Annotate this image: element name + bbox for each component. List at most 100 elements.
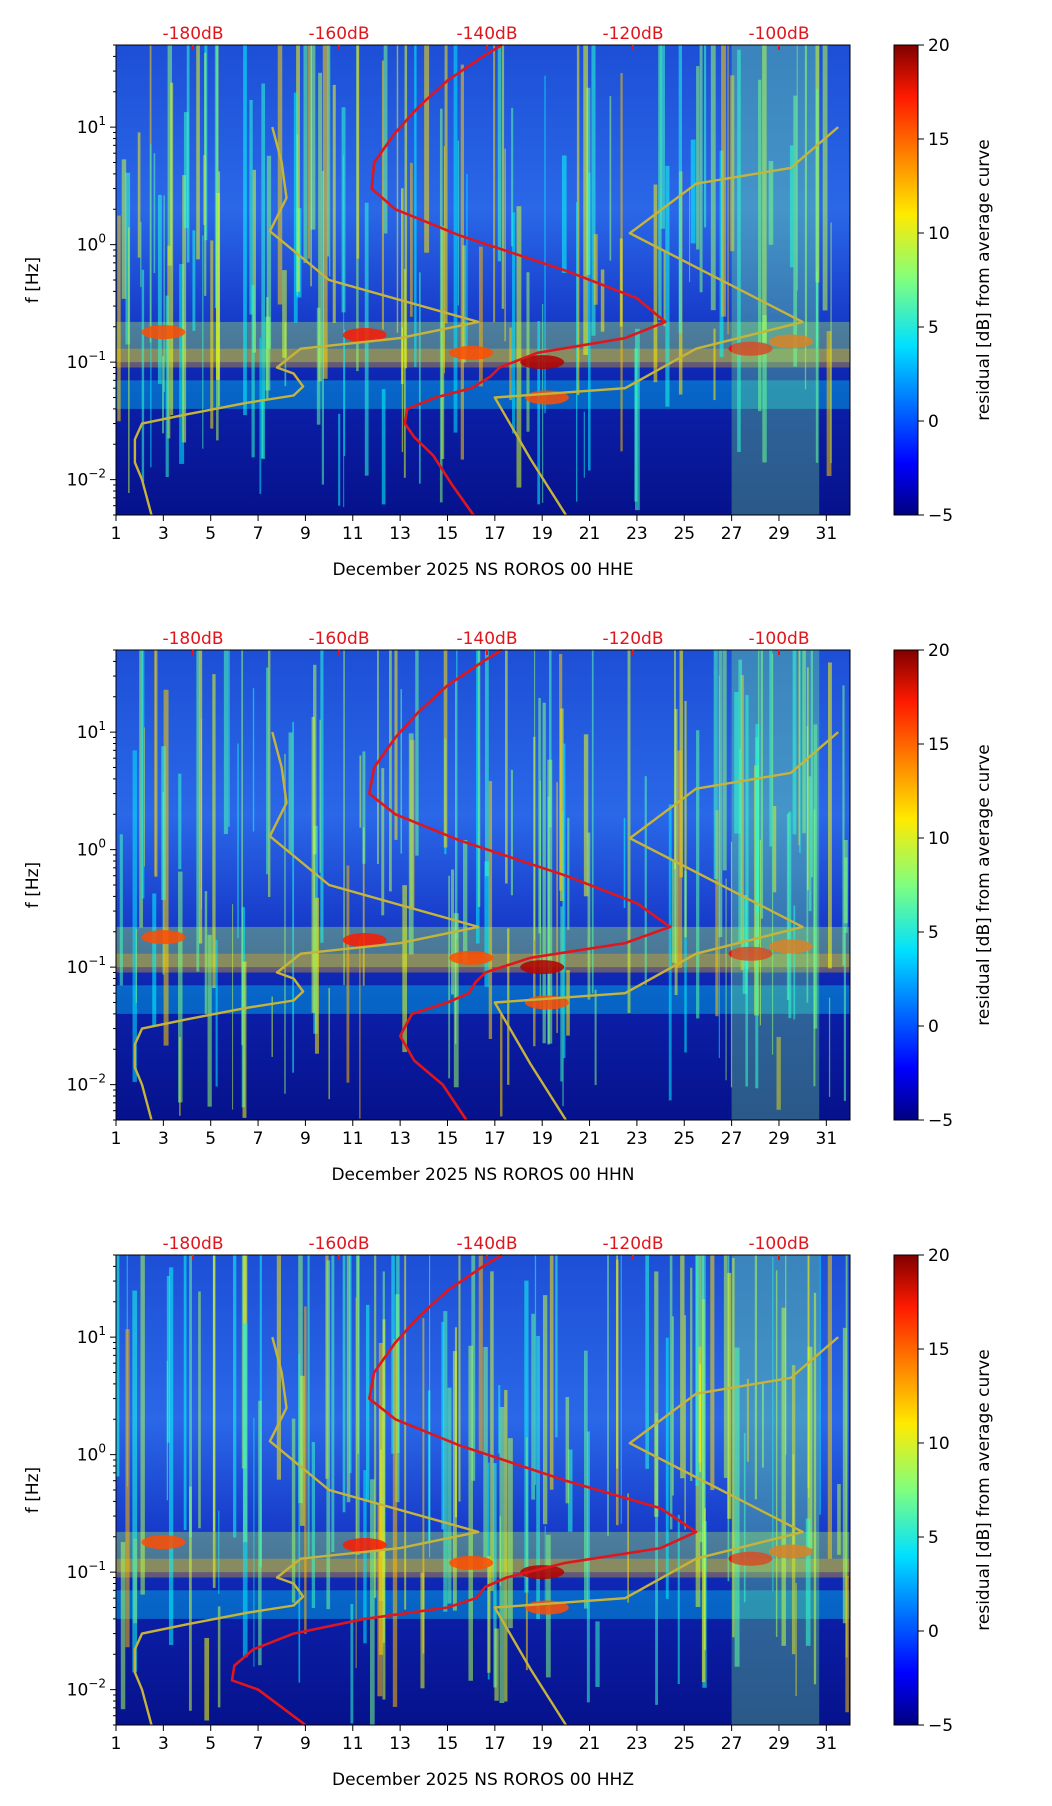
heatmap-streak bbox=[556, 782, 558, 1033]
heatmap-streak bbox=[478, 246, 483, 387]
heatmap-streak bbox=[343, 650, 345, 986]
heatmap-streak bbox=[453, 45, 458, 433]
heatmap-streak bbox=[499, 1406, 505, 1704]
heatmap-streak bbox=[288, 732, 293, 853]
x-axis-label-hhn: December 2025 NS ROROS 00 HHN bbox=[331, 1165, 634, 1185]
y-tick-exponent: −1 bbox=[88, 1559, 106, 1573]
heatmap-streak bbox=[591, 45, 596, 336]
heatmap-streak bbox=[125, 1329, 130, 1648]
heatmap-streak bbox=[587, 172, 591, 471]
x-tick-label: 19 bbox=[531, 1129, 553, 1149]
heatmap-streak bbox=[178, 871, 183, 1103]
heatmap-streak bbox=[178, 773, 182, 870]
heatmap-streak bbox=[167, 245, 171, 439]
x-tick-label: 25 bbox=[673, 1129, 695, 1149]
average-psd-curve bbox=[368, 648, 672, 1121]
heatmap-streak bbox=[689, 189, 691, 282]
x-tick-label: 31 bbox=[816, 1734, 838, 1754]
heatmap-streak bbox=[583, 1350, 588, 1609]
x-tick-label: 13 bbox=[389, 524, 411, 544]
heatmap-streak bbox=[493, 45, 496, 323]
y-tick-base: 10 bbox=[67, 353, 89, 373]
heatmap-streak bbox=[560, 906, 563, 1082]
x-tick-label: 17 bbox=[484, 524, 506, 544]
heatmap-streak bbox=[762, 45, 767, 343]
heatmap-streak bbox=[620, 1255, 622, 1524]
heatmap-streak bbox=[141, 650, 145, 899]
heatmap-streak bbox=[497, 45, 502, 262]
heatmap-streak bbox=[456, 650, 458, 940]
heatmap-hotspot bbox=[449, 345, 494, 360]
heatmap-streak bbox=[653, 184, 658, 383]
heatmap-streak bbox=[619, 238, 623, 327]
colorbar-ticks-hhn: 20 15 10 5 0 −5 bbox=[918, 641, 953, 1131]
y-axis-label-hhn: f [Hz] bbox=[23, 862, 43, 908]
x-tick-label: 29 bbox=[768, 524, 790, 544]
heatmap-column bbox=[731, 45, 820, 515]
heatmap-streak bbox=[776, 1036, 781, 1110]
heatmap-streak bbox=[237, 743, 239, 939]
heatmap-streak bbox=[400, 689, 403, 854]
heatmap-streak bbox=[677, 1514, 680, 1684]
y-tick-label: 10−1 bbox=[67, 1559, 106, 1583]
heatmap-streak bbox=[296, 45, 300, 292]
heatmap-streak bbox=[166, 1275, 170, 1443]
heatmap-streak bbox=[507, 1438, 513, 1629]
heatmap-streak bbox=[310, 45, 316, 230]
heatmap-streak bbox=[162, 356, 165, 434]
curves-hhz bbox=[133, 1253, 839, 1727]
heatmap-streak bbox=[813, 1292, 817, 1685]
heatmap-streak bbox=[690, 139, 696, 244]
heatmap-streak bbox=[418, 272, 421, 484]
heatmap-streak bbox=[228, 650, 230, 827]
heatmap-streak bbox=[721, 45, 726, 317]
heatmap-streak bbox=[120, 1542, 126, 1710]
heatmap-streak bbox=[745, 695, 749, 970]
heatmap-streak bbox=[252, 688, 255, 832]
heatmap-streak bbox=[534, 650, 536, 941]
x-tick-label: 23 bbox=[626, 1734, 648, 1754]
x-ticks-hhz: 1 3 5 7 9 11 13 15 17 19 21 23 25 27 29 31 bbox=[111, 1725, 838, 1754]
heatmap-streak bbox=[843, 839, 848, 924]
heatmap-streak bbox=[710, 1255, 715, 1491]
heatmap-streak bbox=[843, 927, 846, 1101]
colorbar-tick-label: 5 bbox=[928, 318, 939, 338]
heatmap-streak bbox=[359, 938, 361, 1119]
heatmap-streak bbox=[704, 1508, 706, 1651]
heatmap-streak bbox=[798, 650, 801, 846]
heatmap-streak bbox=[249, 99, 253, 315]
heatmap-streak bbox=[198, 650, 203, 944]
x-tick-label: 27 bbox=[721, 524, 743, 544]
x-tick-label: 19 bbox=[531, 524, 553, 544]
heatmap-streak bbox=[745, 938, 748, 1087]
heatmap-streak bbox=[674, 708, 678, 996]
heatmap-streak bbox=[204, 891, 208, 1014]
x-tick-label: 7 bbox=[253, 1734, 264, 1754]
heatmap-streak bbox=[266, 667, 269, 875]
x-tick-label: 23 bbox=[626, 524, 648, 544]
heatmap-hotspot bbox=[141, 325, 186, 340]
heatmap-streak bbox=[454, 1327, 458, 1518]
heatmap-hotspot bbox=[728, 341, 773, 356]
colorbar-label-hhz: residual [dB] from average curve bbox=[974, 1349, 994, 1630]
noise-model-curve bbox=[493, 126, 839, 516]
x-tick-label: 1 bbox=[111, 1129, 122, 1149]
colorbar-tick-label: 20 bbox=[928, 1246, 950, 1266]
heatmap-streak bbox=[212, 1255, 216, 1588]
y-tick-label: 100 bbox=[77, 232, 106, 256]
y-tick-exponent: 0 bbox=[98, 1442, 106, 1456]
colorbar-ticks-hhe: 20 15 10 5 0 −5 bbox=[918, 36, 953, 526]
heatmap-streak bbox=[212, 674, 216, 989]
heatmap-streak bbox=[505, 650, 508, 884]
heatmap-streak bbox=[586, 1431, 590, 1703]
noise-model-curve bbox=[493, 731, 839, 1121]
x-tick-label: 9 bbox=[300, 524, 311, 544]
heatmap-streak bbox=[702, 1255, 706, 1570]
heatmap-streak bbox=[498, 1385, 501, 1454]
heatmap-streak bbox=[415, 650, 419, 856]
colorbar-label-hhn: residual [dB] from average curve bbox=[974, 744, 994, 1025]
heatmap-streak bbox=[792, 650, 797, 835]
heatmap-streak bbox=[755, 724, 760, 913]
